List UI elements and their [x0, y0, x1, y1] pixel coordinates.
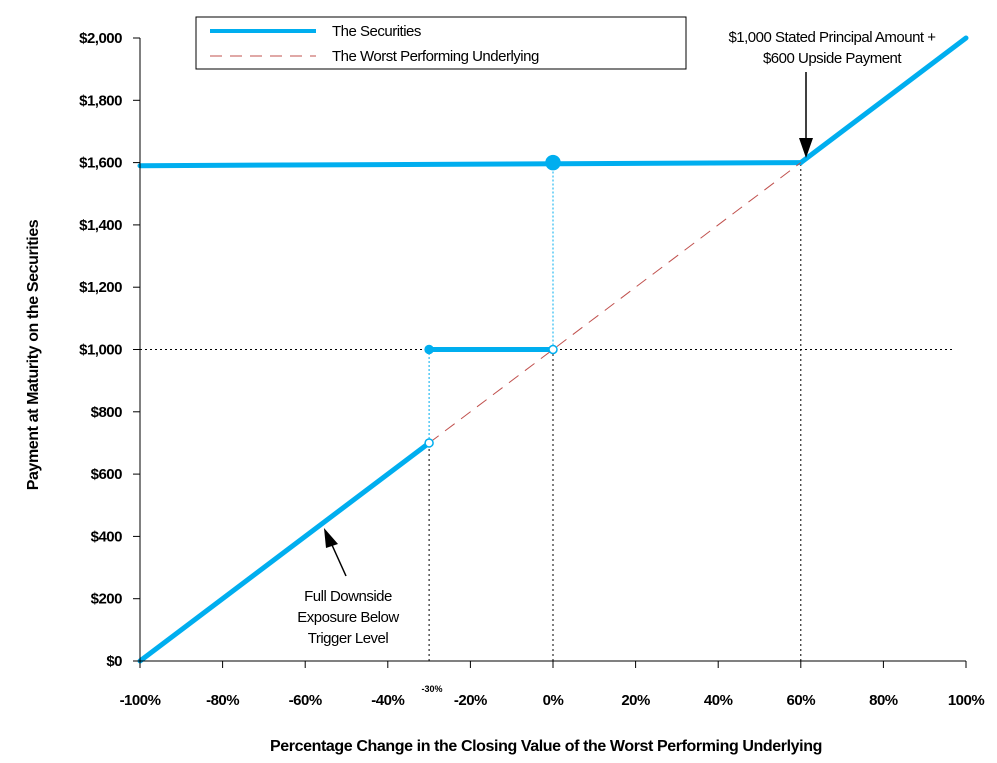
downside-arrow-shaft — [331, 544, 347, 577]
legend-label-securities: The Securities — [332, 23, 421, 40]
downside-arrow-head — [324, 528, 338, 548]
y-tick-label: $1,400 — [79, 217, 122, 234]
x-tick-label: -80% — [206, 692, 239, 709]
x-tick-label: -100% — [120, 692, 161, 709]
annotations: $1,000 Stated Principal Amount + $600 Up… — [297, 29, 936, 694]
reference-lines — [140, 162, 952, 661]
y-tick-label: $2,000 — [79, 30, 122, 47]
solid-point-marker — [545, 154, 561, 171]
x-axis-label: Percentage Change in the Closing Value o… — [270, 738, 822, 755]
x-tick-label: 80% — [869, 692, 898, 709]
securities-line-segment — [798, 35, 969, 166]
downside-annotation-line-1: Full Downside — [304, 588, 392, 605]
axes: $0 $200 $400 $600 $800 $1,000 $1,200 $1,400 $1,6… — [79, 30, 985, 709]
upside-annotation-line-1: $1,000 Stated Principal Amount + — [728, 29, 936, 46]
legend: The Securities The Worst Performing Unde… — [195, 16, 687, 70]
open-point-marker — [548, 344, 558, 355]
legend-box — [195, 16, 687, 70]
y-axis-label: Payment at Maturity on the Securities — [25, 219, 42, 490]
downside-annotation-line-2: Exposure Below — [297, 609, 399, 626]
securities-line-segment — [137, 160, 804, 169]
legend-label-underlying: The Worst Performing Underlying — [332, 48, 539, 65]
x-tick-label: 60% — [787, 692, 816, 709]
trigger-level-label: -30% — [421, 684, 442, 694]
downside-annotation-line-3: Trigger Level — [308, 630, 389, 647]
y-tick-label: $1,800 — [79, 92, 122, 109]
securities-line-segment — [137, 440, 432, 664]
y-tick-label: $600 — [91, 466, 123, 483]
y-tick-label: $200 — [91, 591, 123, 608]
y-tick-label: $1,000 — [79, 342, 122, 359]
underlying-line-segment — [428, 162, 802, 444]
y-tick-label: $1,200 — [79, 279, 122, 296]
upside-annotation-line-2: $600 Upside Payment — [763, 50, 902, 67]
x-tick-label: 100% — [948, 692, 985, 709]
y-tick-label: $1,600 — [79, 155, 122, 172]
open-point-marker — [424, 438, 434, 448]
marker-layer — [424, 154, 561, 448]
x-tick-label: 20% — [621, 692, 650, 709]
x-tick-label: 40% — [704, 692, 733, 709]
x-tick-label: 0% — [543, 692, 564, 709]
x-tick-label: -60% — [289, 692, 322, 709]
upside-arrow-head — [799, 138, 813, 158]
solid-point-marker — [424, 344, 434, 355]
y-tick-label: $0 — [106, 653, 122, 670]
series-layer — [137, 35, 969, 664]
x-tick-label: -20% — [454, 692, 487, 709]
x-tick-label: -40% — [371, 692, 404, 709]
y-tick-label: $800 — [91, 404, 123, 421]
y-tick-label: $400 — [91, 528, 123, 545]
